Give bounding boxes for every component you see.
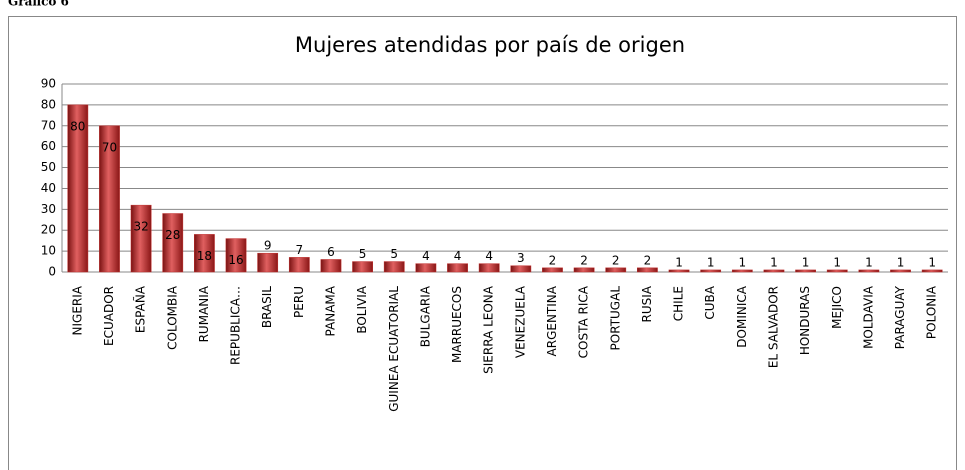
caption: Gráfico 6 <box>8 0 69 9</box>
y-tick-label: 60 <box>41 139 56 153</box>
bar <box>668 269 690 273</box>
data-label: 1 <box>739 255 747 269</box>
bar <box>890 269 911 273</box>
x-tick-label: PARAGUAY <box>893 285 907 349</box>
x-tick-label: MOLDAVIA <box>861 285 875 349</box>
x-tick-label: NIGERIA <box>70 285 84 335</box>
x-tick-label: PERU <box>292 286 306 318</box>
x-tick-label: MEJICO <box>830 286 844 329</box>
x-tick-label: VENEZUELA <box>513 285 527 358</box>
bar <box>194 234 215 273</box>
data-label: 1 <box>707 255 715 269</box>
data-label: 16 <box>228 253 243 267</box>
y-tick-label: 50 <box>41 160 56 174</box>
bar <box>447 263 468 273</box>
bar <box>573 267 595 273</box>
x-tick-label: PORTUGAL <box>608 286 622 351</box>
bar <box>921 269 943 273</box>
data-label: 70 <box>102 140 117 154</box>
data-label: 28 <box>165 228 180 242</box>
bar <box>320 259 342 273</box>
y-tick-label: 40 <box>41 181 56 195</box>
y-tick-label: 20 <box>41 223 56 237</box>
data-label: 1 <box>897 255 905 269</box>
x-tick-label: POLONIA <box>925 285 939 339</box>
x-tick-label: ESPAÑA <box>133 285 148 333</box>
bar <box>795 269 816 273</box>
data-label: 80 <box>70 119 85 133</box>
data-label: 1 <box>833 255 841 269</box>
x-tick-label: ARGENTINA <box>545 285 559 356</box>
bar <box>510 265 532 273</box>
data-label: 6 <box>327 245 335 259</box>
data-label: 4 <box>422 249 430 263</box>
bar <box>763 269 785 273</box>
bar <box>858 269 880 273</box>
data-label: 1 <box>865 255 873 269</box>
data-label: 3 <box>517 251 525 265</box>
data-label: 1 <box>675 255 683 269</box>
x-tick-label: RUMANIA <box>197 285 211 342</box>
x-tick-label: BRASIL <box>260 286 274 328</box>
y-tick-label: 10 <box>41 244 56 258</box>
bar <box>67 104 89 273</box>
x-tick-label: MARRUECOS <box>450 286 464 363</box>
data-label: 9 <box>264 239 272 253</box>
bar <box>162 213 184 273</box>
bar <box>478 263 500 273</box>
data-label: 5 <box>390 247 398 261</box>
data-label: 2 <box>644 253 652 267</box>
x-tick-label: SIERRA LEONA <box>482 285 496 374</box>
x-tick-label: COLOMBIA <box>165 285 179 350</box>
y-tick-label: 0 <box>48 265 56 279</box>
x-tick-label: CHILE <box>672 286 686 321</box>
x-tick-label: RUSIA <box>640 285 654 322</box>
bar <box>637 267 658 273</box>
bar <box>415 263 437 273</box>
bar <box>731 269 753 273</box>
bar <box>130 204 152 273</box>
bar <box>605 267 627 273</box>
y-tick-label: 30 <box>41 202 56 216</box>
data-label: 5 <box>359 247 367 261</box>
x-tick-label: DOMINICA <box>735 285 749 347</box>
x-tick-label: GUINEA ECUATORIAL <box>387 286 401 412</box>
y-tick-label: 70 <box>41 118 56 132</box>
data-label: 2 <box>580 253 588 267</box>
x-tick-label: BOLIVIA <box>355 285 369 333</box>
x-tick-label: HONDURAS <box>798 286 812 355</box>
bar <box>383 261 405 273</box>
x-tick-label: COSTA RICA <box>577 285 591 358</box>
bar <box>542 267 563 273</box>
data-label: 4 <box>454 249 462 263</box>
x-tick-label: ECUADOR <box>102 286 116 346</box>
bar <box>288 257 310 273</box>
bar <box>257 252 279 273</box>
data-label: 4 <box>485 249 493 263</box>
x-tick-label: EL SALVADOR <box>766 286 780 368</box>
x-tick-label: BULGARIA <box>418 285 432 347</box>
bar <box>826 269 848 273</box>
x-tick-label: CUBA <box>703 285 717 319</box>
data-label: 7 <box>296 243 304 257</box>
bar <box>700 269 722 273</box>
data-label: 1 <box>770 255 778 269</box>
y-tick-label: 80 <box>41 97 56 111</box>
data-label: 1 <box>802 255 810 269</box>
bar <box>225 238 247 273</box>
data-label: 2 <box>612 253 620 267</box>
data-label: 18 <box>197 249 212 263</box>
data-label: 1 <box>928 255 936 269</box>
bar <box>352 261 373 273</box>
data-label: 32 <box>133 220 148 234</box>
x-tick-label: PANAMA <box>323 285 337 336</box>
data-label: 2 <box>549 253 557 267</box>
y-tick-label: 90 <box>41 77 56 91</box>
x-tick-label: REPUBLICA… <box>229 286 243 365</box>
bar <box>99 125 120 273</box>
chart-title: Mujeres atendidas por país de origen <box>295 33 685 57</box>
